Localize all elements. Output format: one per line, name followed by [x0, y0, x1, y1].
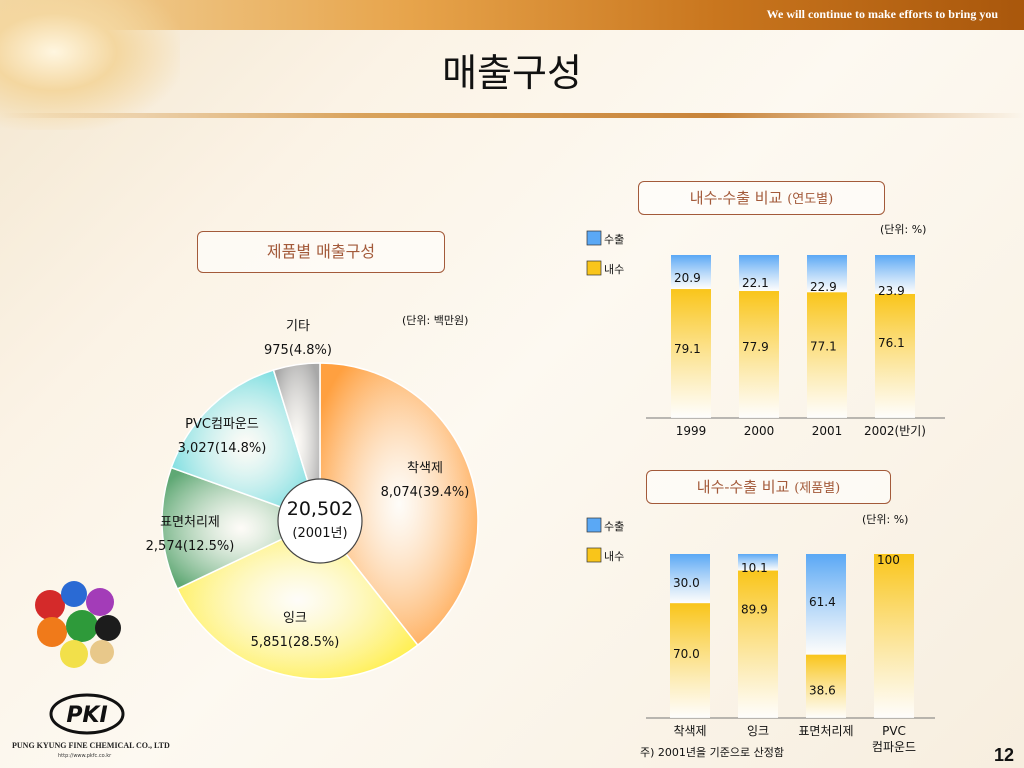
page-title: 매출구성 — [442, 51, 582, 95]
bar-export — [739, 255, 779, 292]
year-section-label: 내수-수출 비교 (연도별) — [638, 181, 885, 215]
bar-domestic-label: 77.9 — [742, 340, 769, 354]
legend-swatch-domestic — [586, 260, 602, 276]
pie-slice-value: 3,027(14.8%) — [178, 441, 267, 456]
pie-slice — [161, 466, 322, 590]
bar-domestic — [875, 293, 915, 418]
bar-domestic-label: 38.6 — [809, 684, 836, 698]
bar-export — [670, 554, 710, 604]
bar-domestic — [874, 554, 914, 718]
legend-label-domestic: 내수 — [604, 263, 624, 276]
bar-domestic — [670, 603, 710, 718]
legend-label-export: 수출 — [604, 233, 624, 246]
product-section-label-sub: (제품별) — [794, 481, 841, 496]
legend-swatch-domestic — [586, 547, 602, 563]
bar-export-label: 10.1 — [741, 561, 768, 575]
pie-slice-value: 975(4.8%) — [264, 343, 332, 358]
category-label: 컴파운드 — [872, 740, 916, 754]
title-underline — [0, 113, 1024, 118]
product-unit: (단위: %) — [862, 513, 909, 526]
pie-center-year: (2001년) — [292, 526, 347, 541]
pie-slice-value: 5,851(28.5%) — [251, 635, 340, 650]
bar-domestic — [807, 292, 847, 418]
bar-export-label: 20.9 — [674, 271, 701, 285]
page-number: 12 — [993, 745, 1014, 765]
bar-domestic — [738, 570, 778, 718]
category-label: 잉크 — [747, 724, 769, 738]
company-logo: PKI — [49, 693, 125, 735]
bar-domestic-label: 89.9 — [741, 603, 768, 617]
bar-domestic-label: 76.1 — [878, 336, 905, 350]
product-section-label: 내수-수출 비교 (제품별) — [646, 470, 891, 504]
category-label: 2001 — [812, 424, 843, 438]
logo-text: PKI — [66, 703, 107, 728]
pie-unit: (단위: 백만원) — [402, 314, 469, 327]
pie-slice-label: 착색제 — [407, 461, 443, 476]
pie-center-circle — [277, 478, 363, 564]
bar-domestic-label: 77.1 — [810, 339, 837, 353]
bar-domestic-label: 79.1 — [674, 342, 701, 356]
year-section-label-sub: (연도별) — [787, 192, 834, 207]
category-label: 1999 — [676, 424, 707, 438]
bar-domestic-label: 100 — [877, 553, 900, 567]
bar-domestic — [739, 291, 779, 418]
legend-swatch-export — [586, 230, 602, 246]
bar-export-label: 61.4 — [809, 595, 836, 609]
legend-label-export: 수출 — [604, 520, 624, 533]
bar-domestic — [671, 289, 711, 418]
company-url: http://www.pkfc.co.kr — [58, 753, 112, 759]
bar-export-label: 23.9 — [878, 284, 905, 298]
pie-slice-label: 잉크 — [283, 611, 307, 626]
pie-slice — [170, 369, 322, 523]
product-section-label-main: 내수-수출 비교 — [696, 478, 790, 496]
bar-domestic-label: 70.0 — [673, 647, 700, 661]
pie-slice-value: 2,574(12.5%) — [146, 539, 235, 554]
legend-swatch-export — [586, 517, 602, 533]
year-unit: (단위: %) — [880, 223, 927, 236]
pie-center-total: 20,502 — [287, 498, 353, 520]
pie-section-label: 제품별 매출구성 — [197, 231, 445, 273]
bar-export-label: 30.0 — [673, 576, 700, 590]
pie-slice-label: 표면처리제 — [160, 515, 220, 530]
category-label: PVC — [882, 724, 906, 738]
pigment-image — [35, 581, 121, 668]
pie-section-label-text: 제품별 매출구성 — [266, 242, 376, 261]
pie-slice — [319, 362, 479, 647]
footnote: 주) 2001년을 기준으로 산정함 — [640, 746, 784, 759]
category-label: 2002(반기) — [864, 424, 926, 438]
pie-slice-label: 기타 — [286, 319, 310, 334]
bar-export — [875, 255, 915, 294]
bar-export — [807, 255, 847, 293]
corner-decoration — [0, 0, 180, 130]
pie-slice-label: PVC컴파운드 — [185, 417, 259, 432]
pie-chart: 착색제 8,074(39.4%) 잉크 5,851(28.5%) 표면처리제 2,574(… — [146, 319, 479, 680]
bar-export — [671, 255, 711, 290]
bar-domestic — [806, 654, 846, 718]
legend-label-domestic: 내수 — [604, 550, 624, 563]
category-label: 2000 — [744, 424, 775, 438]
company-name: PUNG KYUNG FINE CHEMICAL CO., LTD — [12, 741, 170, 750]
pie-slice-value: 8,074(39.4%) — [381, 485, 470, 500]
year-section-label-main: 내수-수출 비교 — [689, 189, 783, 207]
bar-export — [738, 554, 778, 571]
bar-export — [806, 554, 846, 655]
slogan: We will continue to make efforts to brin… — [766, 7, 998, 21]
category-label: 착색제 — [673, 724, 706, 738]
bar-export-label: 22.1 — [742, 276, 769, 290]
category-label: 표면처리제 — [798, 724, 853, 738]
bar-export-label: 22.9 — [810, 280, 837, 294]
